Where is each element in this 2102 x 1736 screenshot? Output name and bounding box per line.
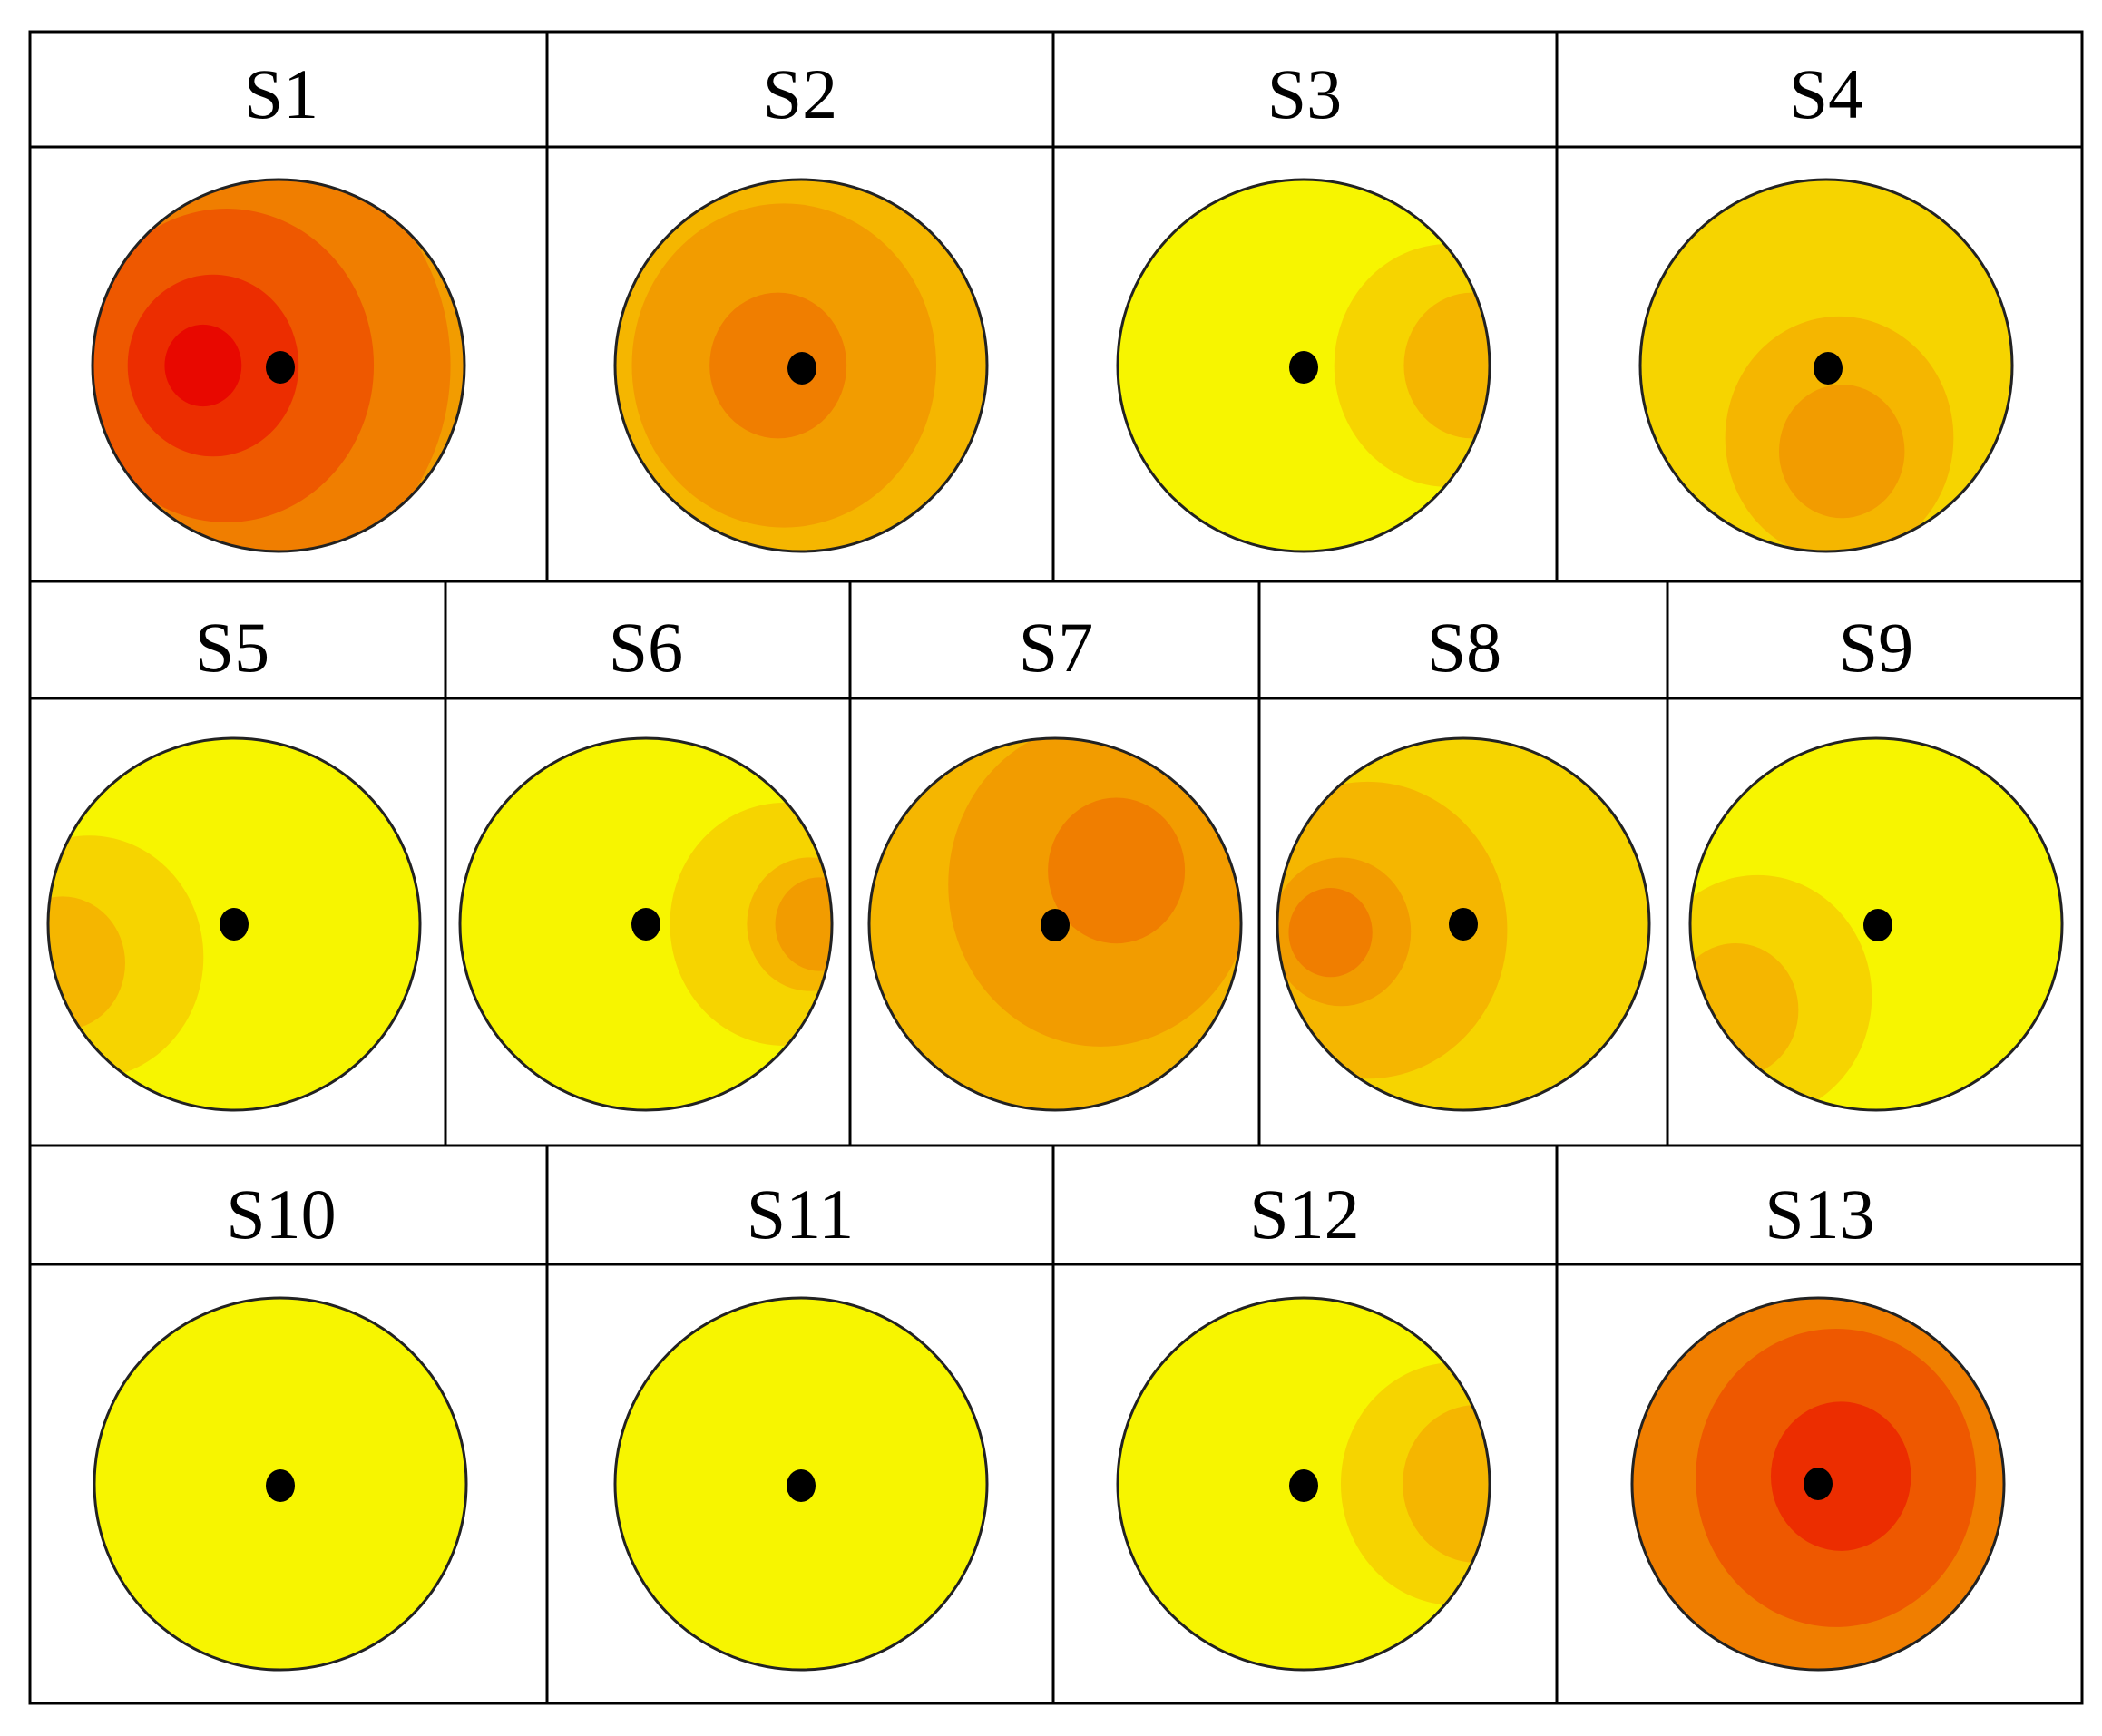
center-marker-s12 xyxy=(1289,1469,1318,1502)
contour-band-2 xyxy=(709,292,847,439)
label-s1: S1 xyxy=(244,54,318,133)
center-marker-s3 xyxy=(1289,351,1318,384)
label-s11: S11 xyxy=(747,1175,855,1253)
disc-outline xyxy=(1116,178,1491,553)
disc-s4 xyxy=(1638,178,2014,553)
disc-s9 xyxy=(1688,736,2064,1112)
disc-outline xyxy=(46,736,422,1112)
contour-band-4 xyxy=(164,324,242,407)
label-s12: S12 xyxy=(1249,1175,1359,1253)
center-marker-s9 xyxy=(1863,909,1892,941)
contour-band-2 xyxy=(1403,292,1490,439)
label-s4: S4 xyxy=(1789,54,1863,133)
disc-outline xyxy=(458,736,834,1112)
label-s10: S10 xyxy=(226,1175,336,1253)
center-marker-s10 xyxy=(266,1469,295,1502)
disc-s12 xyxy=(1116,1296,1491,1672)
disc-outline xyxy=(867,736,1243,1112)
disc-s1 xyxy=(91,178,466,553)
label-s6: S6 xyxy=(609,608,683,687)
contour-band-2 xyxy=(48,896,125,1030)
disc-s3 xyxy=(1116,178,1491,553)
contour-band-2 xyxy=(1778,384,1905,519)
disc-s5 xyxy=(46,736,422,1112)
disc-s2 xyxy=(613,178,989,553)
contour-band-3 xyxy=(1288,888,1373,978)
label-s5: S5 xyxy=(195,608,269,687)
center-marker-s5 xyxy=(220,908,249,941)
center-marker-s13 xyxy=(1804,1468,1833,1500)
center-marker-s7 xyxy=(1041,909,1070,941)
label-s3: S3 xyxy=(1267,54,1342,133)
center-marker-s4 xyxy=(1814,352,1843,385)
outer-border xyxy=(28,30,2084,1705)
disc-outline xyxy=(1116,1296,1491,1672)
disc-outline xyxy=(93,1296,468,1672)
disc-outline xyxy=(1276,736,1651,1112)
label-s9: S9 xyxy=(1839,608,1913,687)
contour-band-3 xyxy=(1770,1401,1911,1551)
disc-outline xyxy=(613,1296,989,1672)
center-marker-s8 xyxy=(1449,908,1478,941)
grid-lines xyxy=(28,30,2084,1705)
disc-outline xyxy=(1630,1296,2006,1672)
contour-band-3 xyxy=(775,877,832,971)
label-s2: S2 xyxy=(763,54,837,133)
label-s13: S13 xyxy=(1765,1175,1874,1253)
center-marker-s6 xyxy=(631,908,660,941)
center-marker-s11 xyxy=(787,1469,816,1502)
disc-s8 xyxy=(1276,736,1651,1112)
label-s8: S8 xyxy=(1427,608,1501,687)
contour-band-2 xyxy=(1403,1404,1490,1564)
center-marker-s1 xyxy=(266,351,295,384)
label-s7: S7 xyxy=(1019,608,1093,687)
contour-band-2 xyxy=(1048,797,1186,944)
disc-outline xyxy=(613,178,989,553)
disc-outline xyxy=(1688,736,2064,1112)
center-marker-s2 xyxy=(787,352,816,385)
disc-outline xyxy=(1638,178,2014,553)
disc-s6 xyxy=(458,736,834,1112)
contour-band-2 xyxy=(1690,942,1799,1078)
disc-outline xyxy=(91,178,466,553)
